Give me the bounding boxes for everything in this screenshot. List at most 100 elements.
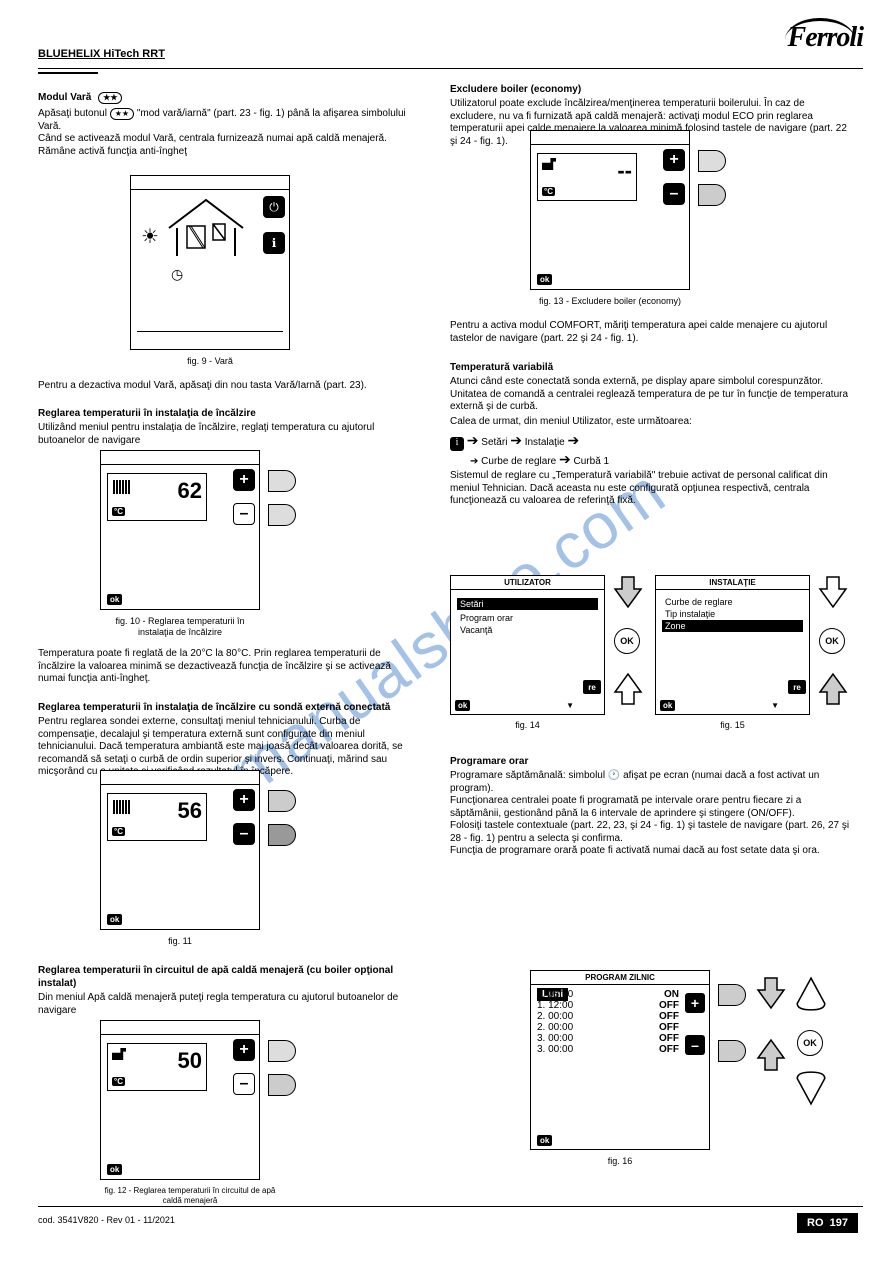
button-minus[interactable] bbox=[268, 824, 296, 846]
button-plus[interactable] bbox=[268, 470, 296, 492]
dhw-setpoint: 50 bbox=[178, 1048, 202, 1074]
button-plus[interactable] bbox=[268, 790, 296, 812]
brand-logo: Ferroli bbox=[788, 22, 863, 54]
radiator-icon bbox=[112, 800, 130, 814]
tap-icon bbox=[112, 1048, 126, 1060]
nav-up[interactable] bbox=[818, 672, 848, 706]
nav-up[interactable] bbox=[613, 672, 643, 706]
minus-softkey: – bbox=[233, 823, 255, 845]
header-rule bbox=[38, 68, 863, 69]
summer-text: Apăsaţi butonul ★★ "mod vară/iarnă" (par… bbox=[38, 108, 418, 158]
fig12-caption: fig. 12 - Reglarea temperaturii în circu… bbox=[100, 1186, 280, 1206]
nav-ok[interactable]: OK bbox=[819, 628, 845, 654]
menu2-item-0: Curbe de reglare bbox=[662, 596, 803, 608]
ok-chip: ok bbox=[537, 1135, 552, 1146]
button-plus[interactable] bbox=[268, 1040, 296, 1062]
button-minus[interactable] bbox=[718, 1040, 746, 1062]
screen-schedule: PROGRAM ZILNIC Luni 1. 08:00ON 1. 12:00O… bbox=[530, 970, 710, 1150]
button-minus[interactable] bbox=[268, 504, 296, 526]
nav-down[interactable] bbox=[818, 575, 848, 609]
nav-ok[interactable]: OK bbox=[614, 628, 640, 654]
heating-text2: Temperatura poate fi reglată de la 20°C … bbox=[38, 648, 418, 686]
summer-title: Modul Vară ★★ bbox=[38, 92, 122, 105]
re-icon: re bbox=[788, 680, 806, 694]
menu1-item-0: Setări bbox=[457, 598, 598, 610]
heating-setpoint: 62 bbox=[178, 478, 202, 504]
minus-softkey: – bbox=[663, 183, 685, 205]
degc-icon: °C bbox=[542, 187, 555, 196]
button-plus[interactable] bbox=[698, 150, 726, 172]
screen-summer: ☀ ◷ ⏻ ℹ bbox=[130, 175, 290, 350]
degc-icon: °C bbox=[112, 507, 125, 516]
screen-summer-header bbox=[131, 176, 289, 190]
ok-chip: ok bbox=[455, 700, 470, 711]
nav-down-outline[interactable] bbox=[795, 1070, 827, 1106]
summer-text2: Pentru a dezactiva modul Vară, apăsaţi d… bbox=[38, 380, 418, 393]
sliding-text2: Sistemul de reglare cu „Temperatură vari… bbox=[450, 470, 850, 508]
nav-up[interactable] bbox=[756, 1038, 786, 1072]
nav-down[interactable] bbox=[613, 575, 643, 609]
heating-text: Utilizând meniul pentru instalaţia de în… bbox=[38, 422, 418, 447]
schedule-title: Programare orar bbox=[450, 756, 528, 769]
menu1-item-2: Vacanţă bbox=[457, 624, 598, 636]
house-icon bbox=[167, 198, 245, 258]
dhw-title: Reglarea temperaturii în circuitul de ap… bbox=[38, 965, 418, 990]
sliding-path-intro: Calea de urmat, din meniul Utilizator, e… bbox=[450, 416, 850, 429]
ok-chip: ok bbox=[107, 594, 122, 605]
heating-ext-title: Reglarea temperaturii în instalaţia de î… bbox=[38, 702, 390, 715]
menu2-item-2: Zone bbox=[662, 620, 803, 632]
sliding-path: i ➔ Setări ➔ Instalaţie ➔ ➔ Curbe de reg… bbox=[450, 432, 870, 469]
screen-exclude-header bbox=[531, 131, 689, 145]
menu2-title: INSTALAŢIE bbox=[656, 576, 809, 590]
power-icon: ⏻ bbox=[263, 196, 285, 218]
screen-menu2: INSTALAŢIE Curbe de reglare Tip instalaţ… bbox=[655, 575, 810, 715]
exclude-text2: Pentru a activa modul COMFORT, măriţi te… bbox=[450, 320, 850, 345]
screen-exclude: -- °C + – ok bbox=[530, 130, 690, 290]
button-plus[interactable] bbox=[718, 984, 746, 1006]
fig10-caption: fig. 10 - Reglarea temperaturii în insta… bbox=[100, 616, 260, 639]
menu2-item-1: Tip instalaţie bbox=[662, 608, 803, 620]
fig9-caption: fig. 9 - Vară bbox=[130, 356, 290, 367]
screen-heating-ext-header bbox=[101, 771, 259, 785]
heating-title: Reglarea temperaturii în instalaţia de î… bbox=[38, 408, 256, 421]
nav-ok[interactable]: OK bbox=[797, 1030, 823, 1056]
fig13-caption: fig. 13 - Excludere boiler (economy) bbox=[530, 296, 690, 307]
header-rule-short bbox=[38, 72, 98, 74]
ok-chip: ok bbox=[660, 700, 675, 711]
radiator-icon bbox=[112, 480, 130, 494]
footer-rule bbox=[38, 1206, 863, 1207]
nav-down[interactable] bbox=[756, 976, 786, 1010]
nav-up-outline[interactable] bbox=[795, 976, 827, 1012]
page-number: RO 197 bbox=[797, 1213, 858, 1233]
screen-heating-ext: 56 °C + – ok bbox=[100, 770, 260, 930]
menu1-title: UTILIZATOR bbox=[451, 576, 604, 590]
plus-softkey: + bbox=[233, 1039, 255, 1061]
fig15-caption: fig. 15 bbox=[655, 720, 810, 731]
screen-dhw: 50 °C + – ok bbox=[100, 1020, 260, 1180]
plus-softkey: + bbox=[233, 789, 255, 811]
exclude-setpoint: -- bbox=[617, 158, 632, 184]
tap-icon bbox=[542, 158, 556, 170]
schedule-text: Programare săptămânală: simbolul 🕐 afişa… bbox=[450, 770, 850, 858]
ok-chip: ok bbox=[107, 1164, 122, 1175]
button-minus[interactable] bbox=[698, 184, 726, 206]
ok-chip: ok bbox=[537, 274, 552, 285]
fig14-caption: fig. 14 bbox=[450, 720, 605, 731]
button-minus[interactable] bbox=[268, 1074, 296, 1096]
info-icon: ℹ bbox=[263, 232, 285, 254]
degc-icon: °C bbox=[112, 827, 125, 836]
footer-code: cod. 3541V820 - Rev 01 - 11/2021 bbox=[38, 1215, 175, 1225]
ok-chip: ok bbox=[107, 914, 122, 925]
exclude-title: Excludere boiler (economy) bbox=[450, 84, 581, 97]
minus-softkey: – bbox=[233, 503, 255, 525]
fig16-caption: fig. 16 bbox=[530, 1156, 710, 1167]
minus-softkey: – bbox=[685, 1035, 705, 1055]
menu1-item-1: Program orar bbox=[457, 612, 598, 624]
screen-heating: 62 °C + – ok bbox=[100, 450, 260, 610]
plus-softkey: + bbox=[233, 469, 255, 491]
sliding-text1: Atunci când este conectată sonda externă… bbox=[450, 376, 850, 414]
heating-ext-setpoint: 56 bbox=[178, 798, 202, 824]
fig11-caption: fig. 11 bbox=[100, 936, 260, 947]
minus-softkey: – bbox=[233, 1073, 255, 1095]
clock-icon: ◷ bbox=[171, 266, 183, 283]
